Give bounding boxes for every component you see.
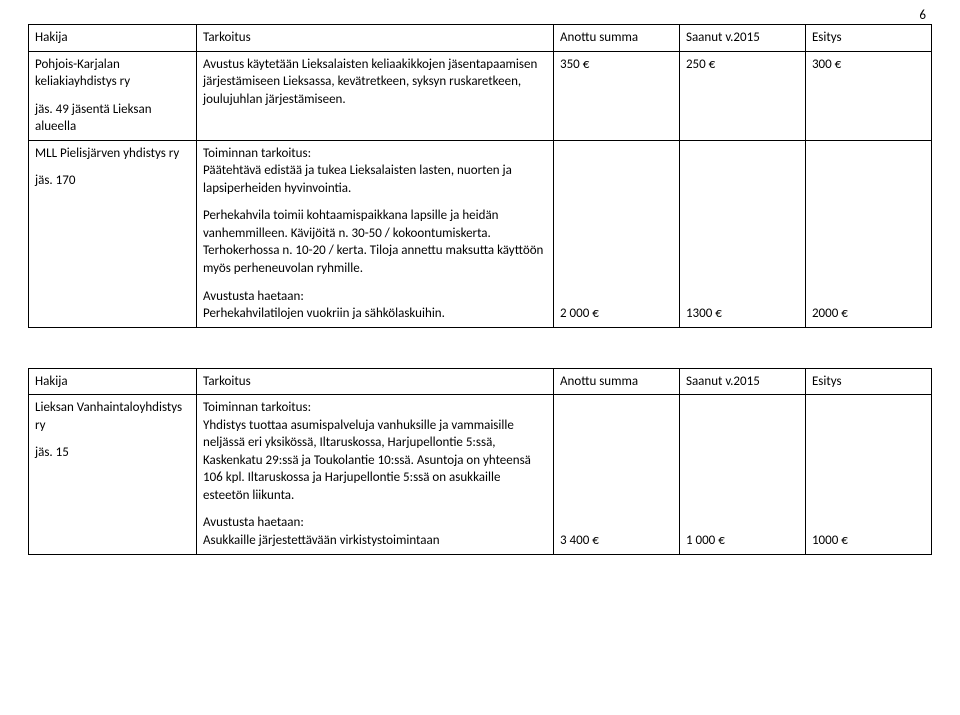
applicant-name: Lieksan Vanhaintaloyhdistys ry — [35, 399, 190, 434]
purpose-cell: Avustus käytetään Lieksalaisten keliaaki… — [197, 51, 554, 140]
purpose-para: Avustusta haetaan: Perhekahvilatilojen v… — [203, 288, 547, 323]
header-proposal: Esitys — [805, 25, 931, 52]
applicant-cell: MLL Pielisjärven yhdistys ry jäs. 170 — [29, 140, 197, 327]
header-previous: Saanut v.2015 — [679, 368, 805, 395]
header-applicant: Hakija — [29, 25, 197, 52]
proposal-cell: 1000 € — [805, 395, 931, 554]
requested-cell: 350 € — [553, 51, 679, 140]
previous-cell: 1300 € — [679, 140, 805, 327]
table-row: MLL Pielisjärven yhdistys ry jäs. 170 To… — [29, 140, 932, 327]
previous-cell: 250 € — [679, 51, 805, 140]
header-applicant: Hakija — [29, 368, 197, 395]
table-header: Hakija Tarkoitus Anottu summa Saanut v.2… — [29, 368, 932, 395]
header-proposal: Esitys — [805, 368, 931, 395]
table-row: Lieksan Vanhaintaloyhdistys ry jäs. 15 T… — [29, 395, 932, 554]
applicant-cell: Pohjois-Karjalan keliakiayhdistys ry jäs… — [29, 51, 197, 140]
requested-cell: 3 400 € — [553, 395, 679, 554]
header-requested: Anottu summa — [553, 25, 679, 52]
grants-table-2: Hakija Tarkoitus Anottu summa Saanut v.2… — [28, 368, 932, 555]
proposal-cell: 300 € — [805, 51, 931, 140]
applicant-members: jäs. 49 jäsentä Lieksan alueella — [35, 101, 190, 136]
table-row: Pohjois-Karjalan keliakiayhdistys ry jäs… — [29, 51, 932, 140]
purpose-para: Toiminnan tarkoitus: Päätehtävä edistää … — [203, 145, 547, 198]
previous-cell: 1 000 € — [679, 395, 805, 554]
applicant-name: Pohjois-Karjalan keliakiayhdistys ry — [35, 56, 190, 91]
requested-cell: 2 000 € — [553, 140, 679, 327]
applicant-name: MLL Pielisjärven yhdistys ry — [35, 145, 190, 163]
purpose-cell: Toiminnan tarkoitus: Yhdistys tuottaa as… — [197, 395, 554, 554]
applicant-members: jäs. 170 — [35, 172, 190, 190]
purpose-cell: Toiminnan tarkoitus: Päätehtävä edistää … — [197, 140, 554, 327]
header-purpose: Tarkoitus — [197, 25, 554, 52]
header-previous: Saanut v.2015 — [679, 25, 805, 52]
table-header: Hakija Tarkoitus Anottu summa Saanut v.2… — [29, 25, 932, 52]
proposal-cell: 2000 € — [805, 140, 931, 327]
applicant-members: jäs. 15 — [35, 444, 190, 462]
header-purpose: Tarkoitus — [197, 368, 554, 395]
page-number: 6 — [919, 8, 926, 23]
applicant-cell: Lieksan Vanhaintaloyhdistys ry jäs. 15 — [29, 395, 197, 554]
purpose-para: Avustusta haetaan: Asukkaille järjestett… — [203, 514, 547, 549]
purpose-para: Perhekahvila toimii kohtaamispaikkana la… — [203, 207, 547, 277]
header-requested: Anottu summa — [553, 368, 679, 395]
purpose-para: Toiminnan tarkoitus: Yhdistys tuottaa as… — [203, 399, 547, 504]
grants-table-1: Hakija Tarkoitus Anottu summa Saanut v.2… — [28, 24, 932, 328]
